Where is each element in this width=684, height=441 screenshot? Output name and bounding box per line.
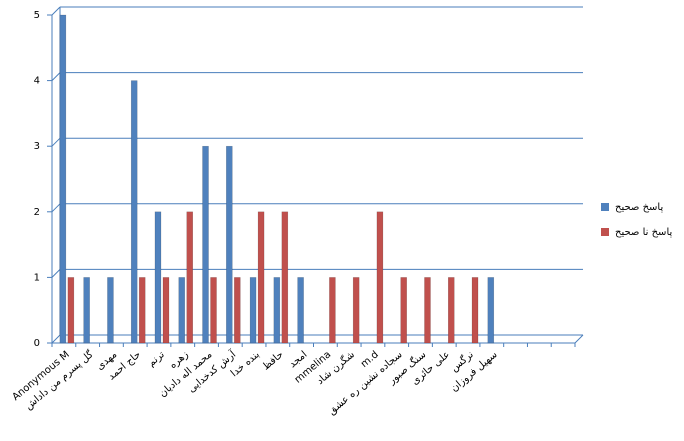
bar [178,277,185,344]
bar [130,80,138,344]
bar [59,14,67,344]
grid-line-side [51,203,61,213]
bar [400,277,407,344]
bar [471,277,479,344]
grid-line-side [51,334,61,344]
bar [281,211,289,344]
x-tick-label: ترنم [146,349,167,369]
legend-label: پاسخ صحیح [615,202,663,213]
bar [329,277,336,344]
legend-label: پاسخ نا صحیح [615,227,672,238]
y-tick-label: 0 [34,338,40,349]
legend-swatch [601,228,609,236]
bar [249,277,257,344]
bar [273,277,281,344]
bar [162,277,170,344]
bar [234,277,241,344]
x-tick-label: حافظ [261,349,286,373]
bar [448,277,455,344]
legend-swatch [601,203,609,211]
bar [138,277,146,344]
bar [487,277,495,344]
grid-line-side [51,6,61,16]
bar [424,277,431,344]
bar [154,211,162,344]
bar [67,277,75,344]
y-tick-label: 5 [34,10,40,21]
bar [352,277,360,344]
bar [210,277,217,344]
y-tick-label: 3 [34,141,40,152]
y-tick-label: 4 [34,76,40,87]
bar [107,277,114,344]
bar [297,277,304,344]
grid-line-side [51,137,61,147]
bar [226,145,233,344]
bar [376,211,384,344]
bar [202,145,209,344]
bar [186,211,193,344]
grid-line-side [51,269,61,278]
floor-right [574,334,584,344]
bar [257,211,265,344]
y-tick-label: 2 [34,207,40,218]
grid-line-side [51,72,61,81]
bar [83,277,90,344]
y-tick-label: 1 [34,272,40,283]
